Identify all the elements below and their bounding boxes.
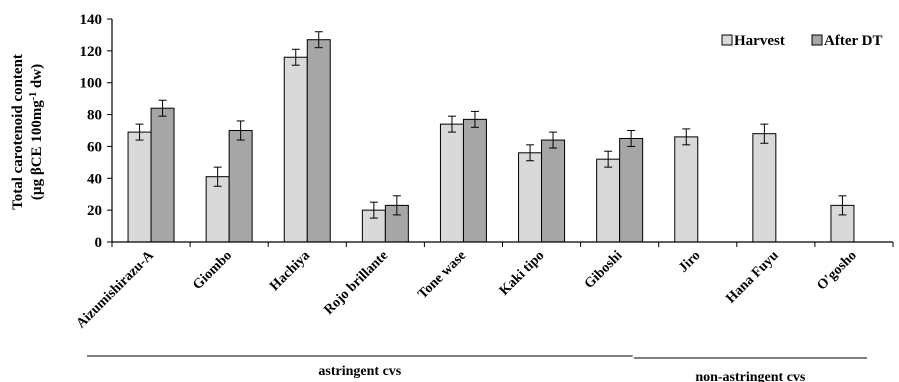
x-tick-label: Tone wase [415,248,469,302]
group-labels: astringent cvs non-astringent cvs [87,355,867,382]
bar-after-dt [541,139,566,243]
bar-harvest [439,123,464,243]
bar-after-dt [306,39,331,243]
y-axis-label-line1: Total carotenoid content [10,54,26,210]
bar-harvest [596,158,621,243]
group-label: astringent cvs [318,364,401,379]
y-tick-label: 100 [80,76,103,92]
group-label: non-astringent cvs [695,370,806,382]
legend-swatch-after-dt [811,34,823,46]
x-tick-label: Giboshi [582,248,626,292]
bar-after-dt [228,130,253,243]
legend-swatch-harvest [721,34,733,46]
y-tick-label: 20 [87,203,102,219]
y-tick-label: 120 [80,44,103,60]
x-tick-label: Hachiya [267,248,313,294]
x-tick-label: Rojo brillante [321,248,391,318]
x-tick-label: Giombo [190,248,235,293]
x-tick-label: Hana Fuyu [723,248,781,306]
legend: Harvest After DT [721,33,882,49]
x-tick-label: Aizumishirazu-A [74,248,158,332]
y-tick-label: 80 [87,108,102,124]
x-tick-label: Kaki tipo [497,248,547,298]
y-tick-label: 0 [95,235,103,251]
y-axis-ticks: 0 20 40 60 80 100 120 140 [80,12,112,251]
y-tick-label: 140 [80,12,103,28]
bar-after-dt [462,118,487,243]
legend-label-after-dt: After DT [824,33,882,49]
bar-after-dt [150,107,175,243]
legend-label-harvest: Harvest [734,33,785,49]
bar-harvest [518,152,543,243]
bar-harvest [127,131,152,243]
bar-after-dt [619,137,644,243]
bars [127,39,855,243]
x-axis-ticks: Aizumishirazu-A Giombo Hachiya Rojo brillan… [74,242,894,332]
y-axis-label-line2: (µg βCE 100mg-1 dw) [28,64,46,200]
y-tick-label: 40 [87,171,102,187]
y-axis-label: Total carotenoid content (µg βCE 100mg-1… [10,54,45,210]
y-tick-label: 60 [87,139,102,155]
bar-harvest [283,56,308,243]
x-tick-label: O'gosho [815,248,860,293]
x-tick-label: Jiro [676,248,703,275]
bar-harvest [752,133,777,243]
error-bars [135,31,847,219]
bar-harvest [674,136,699,243]
